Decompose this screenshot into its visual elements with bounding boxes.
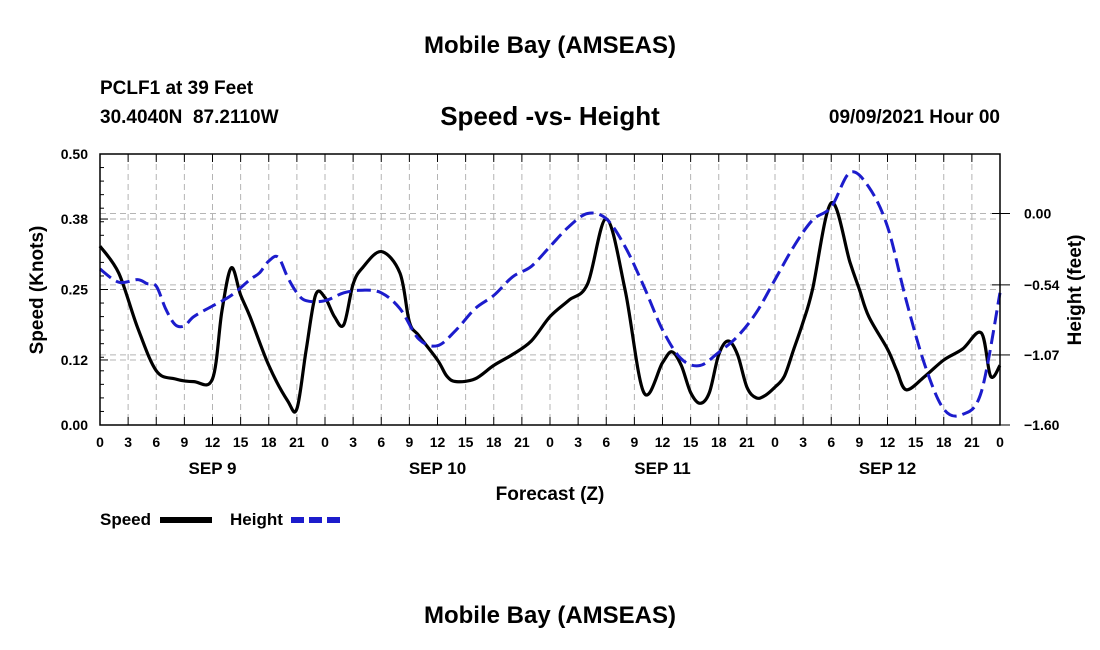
x-tick-label: 15 [233,434,249,450]
x-tick-label: 21 [964,434,980,450]
x-tick-label: 0 [546,434,554,450]
x-tick-label: 12 [880,434,896,450]
x-tick-label: 15 [908,434,924,450]
x-tick-label: 0 [771,434,779,450]
x-tick-label: 9 [405,434,413,450]
x-tick-label: 9 [630,434,638,450]
x-tick-label: 6 [827,434,835,450]
day-label: SEP 9 [189,459,237,478]
x-tick-label: 18 [261,434,277,450]
axes: 0 3 6 9 12 15 18 21 0 3 6 9 12 15 18 21 0 3 6 9 12 15 18 21 0 3 6 9… [61,146,1060,478]
x-tick-label: 18 [936,434,952,450]
legend-height-label: Height [230,510,283,529]
x-tick-label: 3 [574,434,582,450]
x-tick-label: 6 [152,434,160,450]
x-tick-label: 3 [349,434,357,450]
y-right-tick-label: −1.60 [1024,417,1060,433]
series-lines [98,170,1002,418]
y-left-tick-label: 0.00 [61,417,88,433]
day-label: SEP 12 [859,459,916,478]
x-tick-label: 21 [289,434,305,450]
y-axis-left-title: Speed (Knots) [27,226,48,355]
x-tick-label: 21 [514,434,530,450]
x-tick-label: 18 [486,434,502,450]
x-tick-label: 12 [205,434,221,450]
gridlines [100,154,1000,425]
chart-title: Mobile Bay (AMSEAS) [423,32,677,59]
legend-speed-label: Speed [100,510,151,529]
height-series-line [99,170,1002,418]
x-tick-label: 15 [458,434,474,450]
x-tick-label: 21 [739,434,755,450]
station-label: PCLF1 at 39 Feet [100,78,254,99]
x-tick-label: 6 [377,434,385,450]
x-tick-label: 9 [855,434,863,450]
y-right-tick-label: −1.07 [1024,347,1060,363]
speed-series-line [98,201,1002,414]
coordinates-label: 30.4040N 87.2110W [100,107,279,128]
y-left-tick-label: 0.12 [61,352,88,368]
day-label: SEP 10 [409,459,466,478]
y-left-tick-label: 0.25 [61,282,88,298]
y-left-tick-label: 0.50 [61,146,88,162]
y-axis-right-title: Height (feet) [1065,235,1086,346]
x-axis-title: Forecast (Z) [496,484,605,505]
x-tick-label: 0 [321,434,329,450]
x-tick-label: 3 [799,434,807,450]
legend: Speed Height [100,510,343,529]
x-tick-label: 0 [96,434,104,450]
y-right-tick-label: 0.00 [1024,205,1051,221]
x-tick-label: 6 [602,434,610,450]
footer-title: Mobile Bay (AMSEAS) [423,602,677,629]
forecast-date: 09/09/2021 Hour 00 [828,107,1000,128]
x-tick-label: 15 [683,434,699,450]
x-tick-label: 9 [180,434,188,450]
x-tick-label: 0 [996,434,1004,450]
x-tick-label: 12 [430,434,446,450]
x-tick-label: 3 [124,434,132,450]
y-right-tick-label: −0.54 [1024,277,1060,293]
chart-subtitle: Speed -vs- Height [440,101,660,131]
day-label: SEP 11 [634,459,690,478]
x-tick-label: 18 [711,434,727,450]
x-tick-label: 12 [655,434,671,450]
y-left-tick-label: 0.38 [61,211,88,227]
